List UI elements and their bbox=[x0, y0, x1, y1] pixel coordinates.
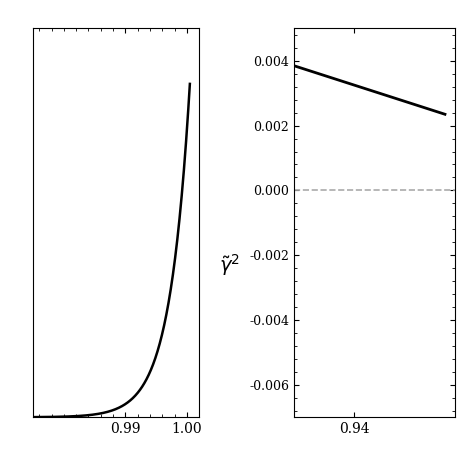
Text: $\tilde{\gamma}^2$: $\tilde{\gamma}^2$ bbox=[219, 253, 240, 278]
